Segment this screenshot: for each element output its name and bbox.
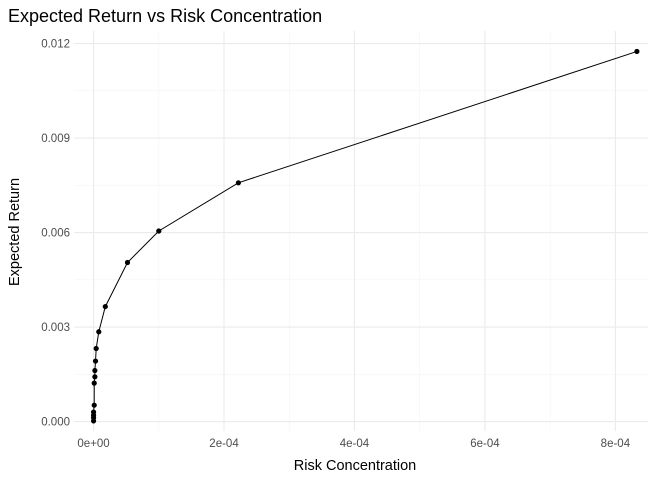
data-point — [96, 329, 102, 335]
data-point — [90, 409, 97, 415]
data-point — [124, 259, 131, 266]
x-tick-label: 0e+00 — [77, 438, 109, 450]
data-point — [92, 358, 99, 364]
axis-ticks: 0e+00 2e-04 4e-04 6e-04 8e-04 0.000 0.003 0.006… — [41, 39, 630, 450]
data-point — [93, 345, 99, 352]
y-tick-label: 0.000 — [41, 417, 70, 429]
chart-title: Expected Return vs Risk Concentration — [8, 6, 322, 26]
y-tick-label: 0.006 — [41, 228, 70, 240]
data-point — [634, 48, 640, 55]
data-point — [102, 303, 108, 310]
series-line — [93, 50, 638, 421]
x-axis-label: Risk Concentration — [294, 458, 417, 474]
data-point — [235, 180, 241, 186]
data-point — [92, 367, 98, 374]
y-tick-label: 0.012 — [41, 39, 70, 51]
data-point — [92, 374, 98, 380]
y-tick-label: 0.009 — [41, 133, 70, 145]
x-tick-label: 2e-04 — [209, 438, 239, 450]
y-axis-label: Expected Return — [7, 178, 23, 286]
x-tick-label: 8e-04 — [601, 438, 631, 450]
data-point — [156, 228, 162, 234]
grid — [74, 31, 648, 431]
data-point — [91, 380, 97, 386]
y-tick-label: 0.003 — [41, 322, 70, 334]
series — [90, 48, 640, 424]
x-tick-label: 4e-04 — [340, 438, 370, 450]
data-point — [91, 402, 97, 408]
x-tick-label: 6e-04 — [470, 438, 500, 450]
